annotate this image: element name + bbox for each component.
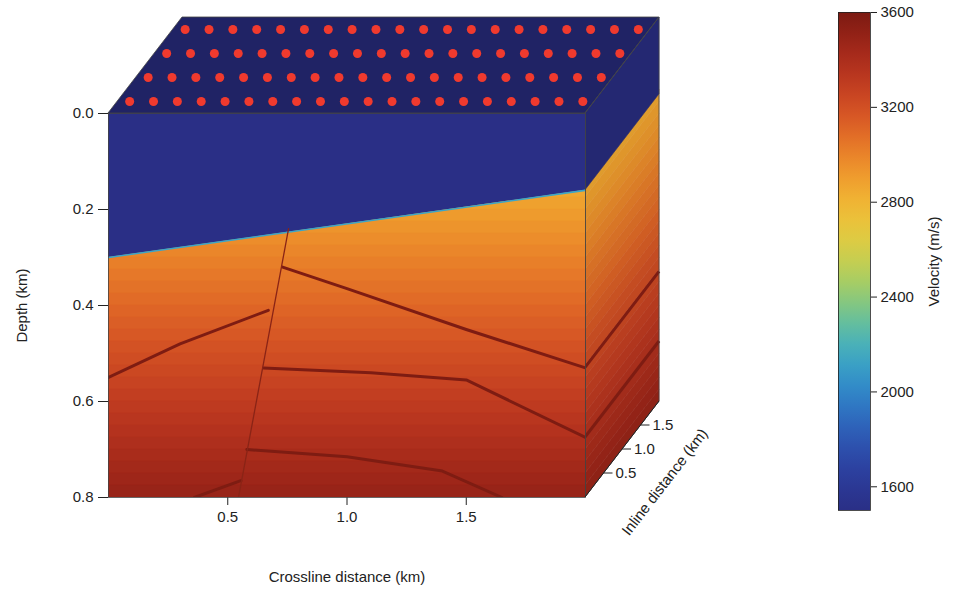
svg-text:Crossline distance (km): Crossline distance (km) [269, 568, 426, 585]
svg-text:1.0: 1.0 [634, 440, 655, 457]
svg-text:2000: 2000 [881, 383, 914, 400]
svg-text:Inline distance (km): Inline distance (km) [618, 425, 711, 538]
svg-text:0.6: 0.6 [73, 392, 94, 409]
svg-text:1.5: 1.5 [456, 508, 477, 525]
svg-text:3200: 3200 [881, 98, 914, 115]
svg-text:0.0: 0.0 [73, 104, 94, 121]
svg-text:0.8: 0.8 [73, 488, 94, 505]
svg-text:2800: 2800 [881, 193, 914, 210]
svg-text:0.5: 0.5 [616, 464, 637, 481]
svg-text:3600: 3600 [881, 3, 914, 20]
svg-text:1.0: 1.0 [337, 508, 358, 525]
svg-text:2400: 2400 [881, 288, 914, 305]
svg-text:0.2: 0.2 [73, 200, 94, 217]
svg-text:Velocity (m/s): Velocity (m/s) [925, 216, 942, 306]
svg-text:0.4: 0.4 [73, 296, 94, 313]
svg-text:1.5: 1.5 [653, 416, 674, 433]
svg-text:1600: 1600 [881, 478, 914, 495]
svg-text:0.5: 0.5 [217, 508, 238, 525]
svg-text:Depth (km): Depth (km) [13, 268, 30, 342]
